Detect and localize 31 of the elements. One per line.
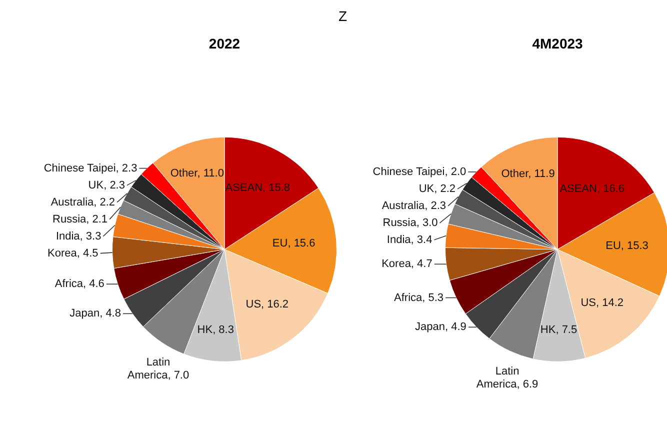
slice-label: Korea, 4.5 [48, 247, 98, 260]
text: Z [338, 8, 347, 24]
slice-label: Other, 11.0 [170, 167, 224, 180]
slice-label: UK, 2.2 [418, 182, 456, 195]
slice-label: Latin America, 7.0 [127, 356, 190, 382]
slice-label: US, 16.2 [246, 298, 289, 310]
slice-label: Korea, 4.7 [382, 258, 432, 270]
slice-label: UK, 2.3 [88, 179, 125, 192]
slice-label: HK, 8.3 [197, 324, 234, 336]
slice-label: Africa, 5.3 [394, 292, 444, 304]
slice-label: ASEAN, 15.8 [225, 182, 290, 194]
slice-label: US, 14.2 [580, 296, 624, 309]
slice-label: Chinese Taipei, 2.3 [44, 162, 138, 174]
slice-label: Chinese Taipei, 2.0 [372, 166, 466, 178]
slice-label: Other, 11.9 [501, 168, 555, 180]
slice-label: Latin America, 6.9 [476, 365, 538, 390]
slice-label: Japan, 4.9 [415, 321, 466, 334]
chart-title: 4M2023 [532, 35, 584, 52]
slice-label: Australia, 2.2 [50, 196, 116, 208]
slice-label: EU, 15.6 [272, 237, 316, 250]
slice-label: Australia, 2.3 [382, 200, 446, 212]
slice-label: India, 3.3 [56, 230, 102, 242]
slice-label: India, 3.4 [386, 234, 432, 246]
slice-label: EU, 15.3 [606, 240, 648, 252]
slice-label: Japan, 4.8 [70, 308, 121, 320]
chart-title: 2022 [208, 35, 240, 52]
slice-label: HK, 7.5 [540, 324, 578, 336]
slice-label: ASEAN, 16.6 [560, 183, 625, 196]
slice-label: Russia, 2.1 [52, 213, 108, 226]
slice-label: Africa, 4.6 [54, 278, 104, 290]
slice-label: Russia, 3.0 [382, 216, 438, 229]
